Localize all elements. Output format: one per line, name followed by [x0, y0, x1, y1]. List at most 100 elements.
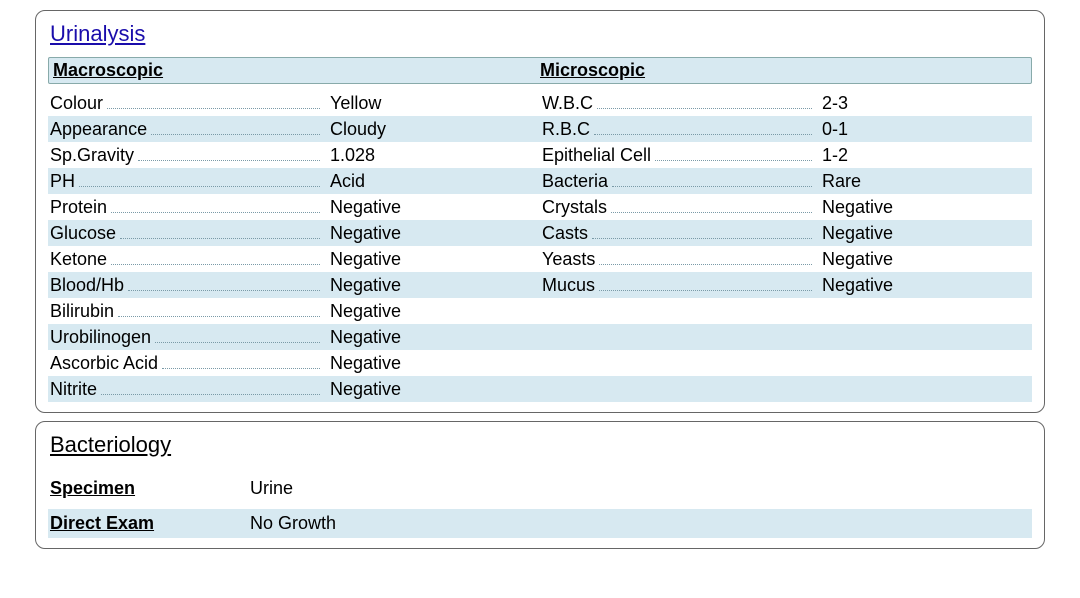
microscopic-column: W.B.C2-3R.B.C0-1Epithelial Cell1-2Bacter…	[540, 90, 1032, 402]
urinalysis-columns: Colour Yellow Appearance Cloudy Sp.Gravity 1.…	[48, 90, 1032, 402]
leader-dots	[151, 118, 320, 134]
specimen-row: Specimen Urine	[48, 474, 1032, 503]
table-row: Mucus Negative	[540, 272, 1032, 298]
direct-exam-label: Direct Exam	[50, 513, 250, 534]
leader-dots	[655, 144, 812, 160]
table-row: Sp.Gravity 1.028	[48, 142, 540, 168]
table-row	[540, 376, 1032, 402]
leader-dots	[128, 274, 320, 290]
table-row	[540, 350, 1032, 376]
table-row: Protein Negative	[48, 194, 540, 220]
result-label: R.B.C	[542, 119, 594, 140]
leader-dots	[101, 378, 320, 394]
result-label: Sp.Gravity	[50, 145, 138, 166]
table-row: W.B.C 2-3	[540, 90, 1032, 116]
table-row: Ascorbic Acid Negative	[48, 350, 540, 376]
result-value: 2-3	[822, 93, 1030, 114]
result-value: Rare	[822, 171, 1030, 192]
table-row: PH Acid	[48, 168, 540, 194]
result-value: Negative	[330, 223, 538, 244]
table-row: Yeasts Negative	[540, 246, 1032, 272]
result-label: Appearance	[50, 119, 151, 140]
direct-exam-value: No Growth	[250, 513, 336, 534]
specimen-value: Urine	[250, 478, 293, 499]
urinalysis-header-bar: Macroscopic Microscopic	[48, 57, 1032, 84]
result-label: Bacteria	[542, 171, 612, 192]
bacteriology-panel: Bacteriology Specimen Urine Direct Exam …	[35, 421, 1045, 549]
result-value: Negative	[822, 249, 1030, 270]
result-value: Negative	[330, 197, 538, 218]
result-value: Acid	[330, 171, 538, 192]
result-label: Ketone	[50, 249, 111, 270]
result-label: Colour	[50, 93, 107, 114]
result-value: Negative	[330, 327, 538, 348]
result-label: Casts	[542, 223, 592, 244]
table-row	[540, 324, 1032, 350]
result-value: Negative	[822, 197, 1030, 218]
leader-dots	[118, 300, 320, 316]
table-row: Bilirubin Negative	[48, 298, 540, 324]
leader-dots	[611, 196, 812, 212]
microscopic-header: Microscopic	[540, 60, 1027, 81]
table-row: Epithelial Cell 1-2	[540, 142, 1032, 168]
table-row	[540, 298, 1032, 324]
leader-dots	[592, 222, 812, 238]
leader-dots	[612, 170, 812, 186]
result-value: 1.028	[330, 145, 538, 166]
direct-exam-row: Direct Exam No Growth	[48, 509, 1032, 538]
table-row: Appearance Cloudy	[48, 116, 540, 142]
result-value: Negative	[330, 249, 538, 270]
result-label: W.B.C	[542, 93, 597, 114]
macroscopic-column: Colour Yellow Appearance Cloudy Sp.Gravity 1.…	[48, 90, 540, 402]
bacteriology-title: Bacteriology	[50, 432, 171, 458]
table-row: Nitrite Negative	[48, 376, 540, 402]
result-label: Blood/Hb	[50, 275, 128, 296]
leader-dots	[594, 118, 812, 134]
leader-dots	[120, 222, 320, 238]
result-value: Negative	[330, 275, 538, 296]
leader-dots	[162, 352, 320, 368]
leader-dots	[111, 196, 320, 212]
result-value: Yellow	[330, 93, 538, 114]
result-value: 1-2	[822, 145, 1030, 166]
table-row: Blood/Hb Negative	[48, 272, 540, 298]
result-label: Protein	[50, 197, 111, 218]
result-label: Urobilinogen	[50, 327, 155, 348]
result-value: Negative	[330, 379, 538, 400]
leader-dots	[597, 92, 812, 108]
macroscopic-header: Macroscopic	[53, 60, 540, 81]
result-label: Ascorbic Acid	[50, 353, 162, 374]
leader-dots	[138, 144, 320, 160]
urinalysis-title: Urinalysis	[50, 21, 145, 47]
result-label: Bilirubin	[50, 301, 118, 322]
table-row: Bacteria Rare	[540, 168, 1032, 194]
result-label: Mucus	[542, 275, 599, 296]
result-label: Crystals	[542, 197, 611, 218]
leader-dots	[599, 274, 812, 290]
result-label: Yeasts	[542, 249, 599, 270]
leader-dots	[79, 170, 320, 186]
table-row: Colour Yellow	[48, 90, 540, 116]
urinalysis-panel: Urinalysis Macroscopic Microscopic Colou…	[35, 10, 1045, 413]
result-label: Nitrite	[50, 379, 101, 400]
table-row: Glucose Negative	[48, 220, 540, 246]
table-row: Crystals Negative	[540, 194, 1032, 220]
result-value: Negative	[822, 275, 1030, 296]
result-value: Negative	[330, 301, 538, 322]
result-label: Glucose	[50, 223, 120, 244]
result-label: PH	[50, 171, 79, 192]
table-row: R.B.C 0-1	[540, 116, 1032, 142]
result-value: 0-1	[822, 119, 1030, 140]
result-value: Negative	[822, 223, 1030, 244]
result-label: Epithelial Cell	[542, 145, 655, 166]
leader-dots	[599, 248, 812, 264]
leader-dots	[111, 248, 320, 264]
result-value: Cloudy	[330, 119, 538, 140]
table-row: Ketone Negative	[48, 246, 540, 272]
result-value: Negative	[330, 353, 538, 374]
table-row: Casts Negative	[540, 220, 1032, 246]
table-row: Urobilinogen Negative	[48, 324, 540, 350]
specimen-label: Specimen	[50, 478, 250, 499]
leader-dots	[107, 92, 320, 108]
leader-dots	[155, 326, 320, 342]
